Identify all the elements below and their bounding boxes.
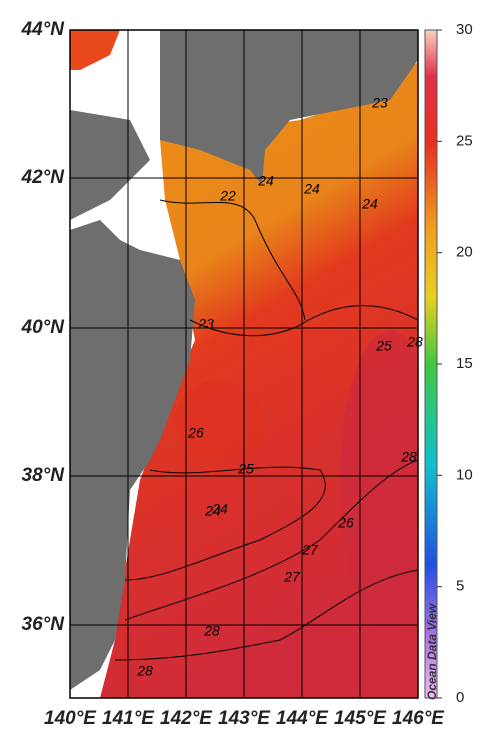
credit: Ocean Data View [425,603,439,700]
contour-label: 28 [136,663,153,679]
colorbar-label: 5 [456,578,464,595]
lon-label: 146°E [392,708,445,729]
contour-label: 28 [400,449,417,465]
lat-label: 38°N [22,465,66,486]
map-area [70,30,418,698]
lat-label: 40°N [21,317,66,338]
contour-label: 26 [187,425,204,441]
contour-label: 22 [219,188,236,204]
lon-label: 143°E [218,708,271,729]
colorbar [424,29,438,699]
contour-label: 28 [406,334,423,350]
contour-label: 24 [303,181,320,197]
colorbar-label: 25 [456,132,473,149]
colorbar-label: 0 [456,689,464,706]
contour-label: 28 [203,623,220,639]
colorbar-label: 20 [456,244,473,261]
lon-label: 144°E [276,708,329,729]
colorbar-label: 10 [456,466,473,483]
contour-label: 27 [283,569,301,585]
lat-label: 36°N [22,614,66,635]
contour-label: 25 [375,338,392,354]
contour-label: 26 [337,515,354,531]
contour-label: 24 [211,501,228,517]
lat-label: 42°N [21,167,66,188]
colorbar-label: 30 [456,21,473,38]
contour-label: 24 [361,196,378,212]
contour-label: 25 [237,461,254,477]
lon-label: 142°E [160,708,213,729]
lon-label: 145°E [334,708,387,729]
contour-label: 24 [257,173,274,189]
lon-label: 141°E [102,708,155,729]
lat-label: 44°N [21,19,66,40]
colorbar-label: 15 [456,355,473,372]
contour-label: 27 [301,542,319,558]
map-frame [69,29,419,699]
graticule [70,30,418,698]
contour-label: 23 [197,316,214,332]
contour-label: 24 [204,503,221,519]
lon-label: 140°E [44,708,97,729]
contour-label: 23 [371,95,388,111]
